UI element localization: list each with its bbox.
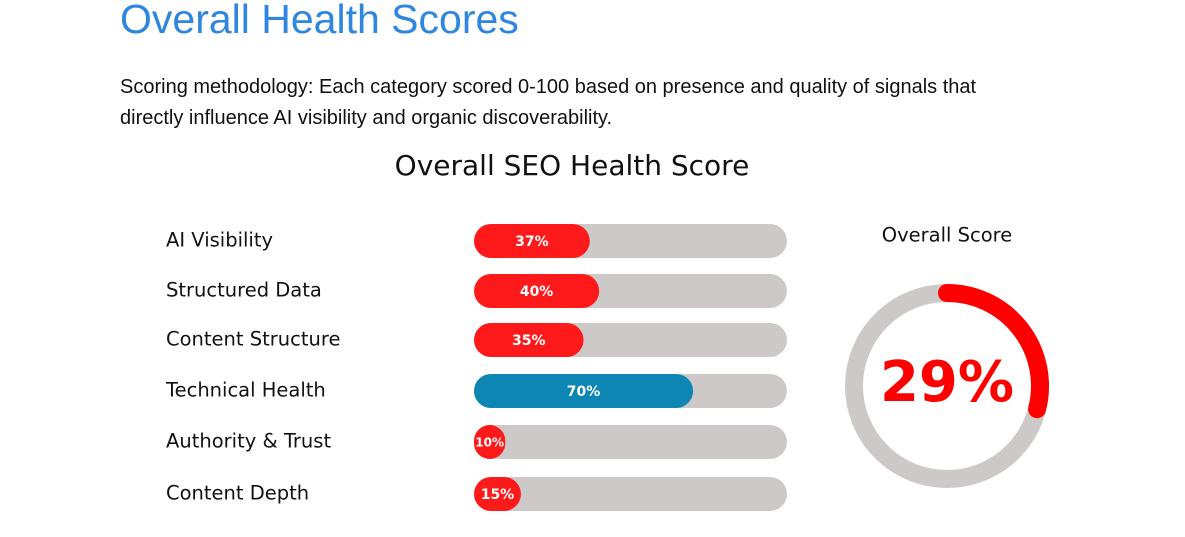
bar <box>474 224 590 258</box>
value-label: 35% <box>512 333 546 349</box>
value-label: 70% <box>567 384 601 400</box>
category-label: Content Structure <box>166 328 340 351</box>
category-label: Content Depth <box>166 482 309 505</box>
gauge-arc <box>938 284 1049 419</box>
bar <box>474 425 506 459</box>
bar <box>474 274 600 308</box>
category-label: Technical Health <box>165 379 326 402</box>
description: Scoring methodology: Each category score… <box>120 76 977 129</box>
gauge-title: Overall Score <box>882 224 1013 247</box>
category-label: Authority & Trust <box>166 430 331 453</box>
value-label: 40% <box>520 284 554 300</box>
value-label: 15% <box>481 487 515 503</box>
category-label: Structured Data <box>166 279 322 302</box>
value-label: 37% <box>515 234 549 250</box>
bar <box>474 323 584 357</box>
bar-track <box>474 477 787 511</box>
page-title: Overall Health Scores <box>120 0 519 42</box>
bar <box>474 374 694 408</box>
gauge-value: 29% <box>880 350 1014 415</box>
bar <box>474 477 521 511</box>
category-label: AI Visibility <box>166 229 273 252</box>
value-label: 10% <box>475 436 504 450</box>
bar-track <box>474 425 787 459</box>
chart-title: Overall SEO Health Score <box>395 149 750 182</box>
